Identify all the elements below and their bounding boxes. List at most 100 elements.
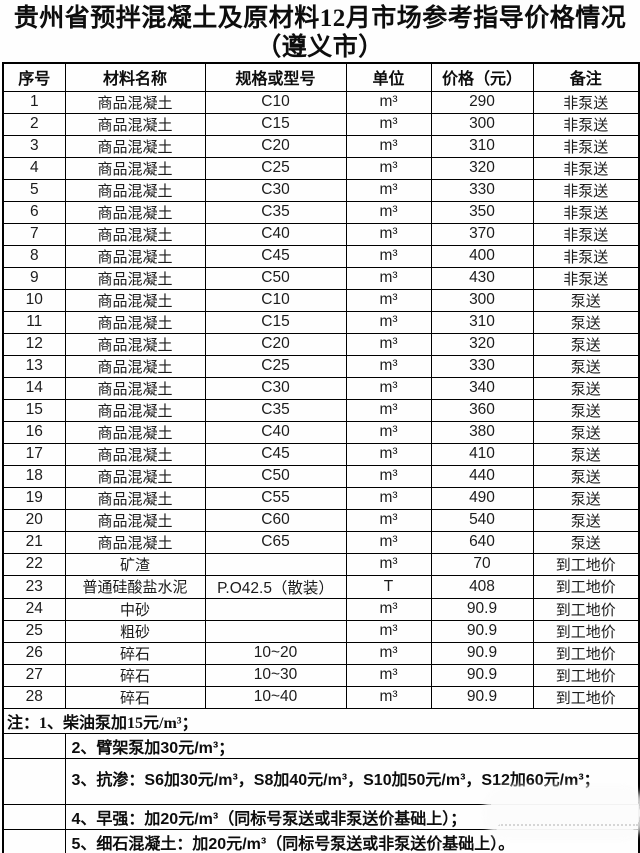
cell-material: 商品混凝土 <box>64 420 206 444</box>
cell-serial: 20 <box>2 508 66 532</box>
note-line-2: 2、臂架泵加30元/m³； <box>64 732 640 759</box>
table-row: 24 中砂 m³ 90.9 到工地价 <box>2 597 640 621</box>
cell-material: 商品混凝土 <box>64 178 206 202</box>
cell-serial: 2 <box>2 112 66 136</box>
price-table: 序号 材料名称 规格或型号 单位 价格（元） 备注 1 商品混凝土 C10 m³ 290… <box>2 62 640 853</box>
cell-material: 商品混凝土 <box>64 200 206 224</box>
cell-price: 640 <box>430 530 534 554</box>
table-row: 2 商品混凝土 C15 m³ 300 非泵送 <box>2 112 640 136</box>
cell-unit: m³ <box>345 310 432 334</box>
cell-material: 商品混凝土 <box>64 266 206 290</box>
cell-price: 350 <box>430 200 534 224</box>
cell-unit: m³ <box>345 90 432 114</box>
cell-serial: 18 <box>2 464 66 488</box>
cell-unit: m³ <box>345 376 432 400</box>
cell-spec: C20 <box>204 134 347 158</box>
cell-serial: 26 <box>2 641 66 665</box>
cell-unit: m³ <box>345 200 432 224</box>
cell-spec: C60 <box>204 508 347 532</box>
table-row: 7 商品混凝土 C40 m³ 370 非泵送 <box>2 222 640 246</box>
cell-material: 商品混凝土 <box>64 398 206 422</box>
notes-section: 注：1、柴油泵加15元/m³； 2、臂架泵加30元/m³； 3、抗渗：S6加30… <box>2 707 640 853</box>
cell-spec: C40 <box>204 420 347 444</box>
cell-price: 300 <box>430 288 534 312</box>
cell-remark: 泵送 <box>532 442 640 466</box>
cell-spec: 10~30 <box>204 663 347 687</box>
note-line-1: 注：1、柴油泵加15元/m³； <box>2 707 640 734</box>
cell-unit: m³ <box>345 354 432 378</box>
cell-material: 普通硅酸盐水泥 <box>64 574 206 599</box>
note-line-5: 5、细石混凝土：加20元/m³（同标号泵送或非泵送价基础上）。 <box>64 828 640 853</box>
table-row: 1 商品混凝土 C10 m³ 290 非泵送 <box>2 90 640 114</box>
cell-unit: m³ <box>345 530 432 554</box>
header-material: 材料名称 <box>64 62 206 92</box>
cell-spec: C20 <box>204 332 347 356</box>
cell-unit: m³ <box>345 244 432 268</box>
cell-material: 商品混凝土 <box>64 332 206 356</box>
table-row: 8 商品混凝土 C45 m³ 400 非泵送 <box>2 244 640 268</box>
cell-remark: 泵送 <box>532 486 640 510</box>
cell-unit: m³ <box>345 685 432 709</box>
table-row: 9 商品混凝土 C50 m³ 430 非泵送 <box>2 266 640 290</box>
cell-serial: 4 <box>2 156 66 180</box>
cell-spec: C40 <box>204 222 347 246</box>
cell-spec: C35 <box>204 398 347 422</box>
table-header: 序号 材料名称 规格或型号 单位 价格（元） 备注 <box>2 62 640 92</box>
cell-material: 碎石 <box>64 641 206 665</box>
cell-serial: 19 <box>2 486 66 510</box>
cell-remark: 非泵送 <box>532 156 640 180</box>
cell-spec: C45 <box>204 442 347 466</box>
cell-price: 290 <box>430 90 534 114</box>
cell-remark: 到工地价 <box>532 574 640 599</box>
header-unit: 单位 <box>345 62 432 92</box>
cell-unit: m³ <box>345 288 432 312</box>
table-row: 5 商品混凝土 C30 m³ 330 非泵送 <box>2 178 640 202</box>
cell-remark: 非泵送 <box>532 134 640 158</box>
cell-spec: P.O42.5（散装） <box>204 574 347 599</box>
table-row: 4 商品混凝土 C25 m³ 320 非泵送 <box>2 156 640 180</box>
cell-serial: 8 <box>2 244 66 268</box>
cell-material: 商品混凝土 <box>64 222 206 246</box>
table-row: 19 商品混凝土 C55 m³ 490 泵送 <box>2 486 640 510</box>
cell-remark: 泵送 <box>532 508 640 532</box>
cell-serial: 23 <box>2 574 66 599</box>
cell-material: 商品混凝土 <box>64 156 206 180</box>
cell-material: 商品混凝土 <box>64 112 206 136</box>
cell-spec: C50 <box>204 266 347 290</box>
cell-remark: 非泵送 <box>532 244 640 268</box>
cell-serial: 10 <box>2 288 66 312</box>
cell-unit: m³ <box>345 420 432 444</box>
cell-price: 310 <box>430 310 534 334</box>
cell-remark: 非泵送 <box>532 178 640 202</box>
cell-unit: m³ <box>345 266 432 290</box>
cell-spec: 10~20 <box>204 641 347 665</box>
cell-remark: 非泵送 <box>532 266 640 290</box>
cell-remark: 泵送 <box>532 354 640 378</box>
cell-price: 300 <box>430 112 534 136</box>
cell-price: 310 <box>430 134 534 158</box>
cell-unit: m³ <box>345 332 432 356</box>
table-row: 15 商品混凝土 C35 m³ 360 泵送 <box>2 398 640 422</box>
cell-spec: C10 <box>204 90 347 114</box>
table-row: 20 商品混凝土 C60 m³ 540 泵送 <box>2 508 640 532</box>
cell-spec <box>204 619 347 643</box>
cell-price: 370 <box>430 222 534 246</box>
page-title: 贵州省预拌混凝土及原材料12月市场参考指导价格情况 （遵义市） <box>0 0 640 62</box>
cell-serial: 24 <box>2 597 66 621</box>
cell-remark: 到工地价 <box>532 685 640 709</box>
cell-remark: 非泵送 <box>532 112 640 136</box>
table-row: 10 商品混凝土 C10 m³ 300 泵送 <box>2 288 640 312</box>
header-serial: 序号 <box>2 62 66 92</box>
cell-serial: 14 <box>2 376 66 400</box>
cell-spec: C25 <box>204 354 347 378</box>
cell-unit: m³ <box>345 641 432 665</box>
table-row: 23 普通硅酸盐水泥 P.O42.5（散装） T 408 到工地价 <box>2 574 640 599</box>
cell-price: 400 <box>430 244 534 268</box>
note-left-spacer <box>2 732 66 759</box>
cell-spec: C65 <box>204 530 347 554</box>
cell-serial: 1 <box>2 90 66 114</box>
cell-remark: 非泵送 <box>532 200 640 224</box>
cell-material: 商品混凝土 <box>64 442 206 466</box>
cell-serial: 11 <box>2 310 66 334</box>
table-body: 1 商品混凝土 C10 m³ 290 非泵送 2 商品混凝土 C15 m³ 300 非泵送 3 商品混凝土… <box>2 90 640 709</box>
